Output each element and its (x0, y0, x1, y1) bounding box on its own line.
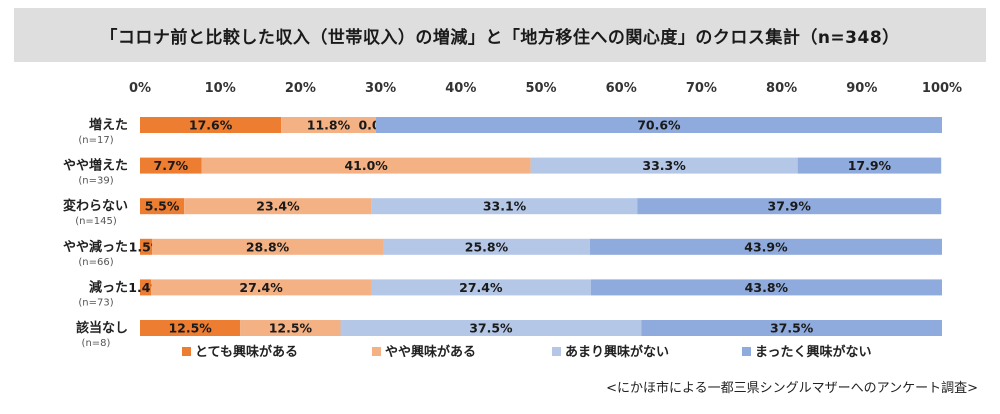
bar-segment (201, 157, 531, 174)
data-label: 27.4% (459, 280, 503, 295)
data-label: 33.3% (642, 158, 686, 173)
x-tick-label: 10% (205, 81, 236, 96)
x-tick-label: 100% (922, 81, 962, 96)
data-label: 43.8% (745, 280, 789, 295)
bar-segment (589, 238, 942, 255)
bar-segment (370, 279, 591, 296)
category-n-label: (n=8) (82, 338, 111, 349)
bar-segment (240, 320, 341, 336)
category-label: やや増えた (63, 158, 128, 174)
bar-segment (140, 320, 241, 336)
category-label: 変わらない (63, 198, 128, 214)
category-n-label: (n=73) (78, 297, 113, 308)
legend-label: まったく興味がない (755, 344, 871, 360)
bar-segment (140, 279, 152, 296)
legend-label: あまり興味がない (565, 344, 669, 360)
category-label: 増えた (89, 117, 128, 133)
x-tick-label: 60% (606, 81, 637, 96)
data-label: 17.9% (848, 158, 892, 173)
category-label: やや減った (63, 239, 128, 255)
x-tick-label: 30% (365, 81, 396, 96)
chart-title: 「コロナ前と比較した収入（世帯収入）の増減」と「地方移住への関心度」のクロス集計… (100, 27, 900, 48)
data-label: 25.8% (465, 239, 509, 254)
source-note: <にかほ市による一都三県シングルマザーへのアンケート調査> (606, 381, 978, 396)
bar-segment (637, 198, 942, 215)
data-label: 27.4% (239, 280, 283, 295)
x-tick-label: 20% (285, 81, 316, 96)
bar-segment (281, 117, 376, 133)
legend-label: とても興味がある (195, 344, 298, 360)
data-label: 37.5% (770, 321, 814, 336)
data-label: 11.8% (307, 118, 351, 133)
bar-segment (641, 320, 942, 336)
data-label: 70.6% (637, 118, 681, 133)
legend-swatch (182, 347, 191, 356)
bar-segment (184, 198, 372, 215)
category-label: 該当なし (76, 320, 128, 336)
data-label: 23.4% (256, 199, 300, 214)
legend-swatch (372, 347, 381, 356)
data-label: 17.6% (189, 118, 233, 133)
x-tick-label: 70% (686, 81, 717, 96)
bar-segment (530, 157, 798, 174)
data-label: 33.1% (483, 199, 527, 214)
bar-segment (375, 117, 943, 133)
legend-swatch (742, 347, 751, 356)
data-label: 37.5% (469, 321, 513, 336)
legend-label: やや興味がある (385, 344, 476, 360)
bar-segment (140, 157, 202, 174)
data-label: 41.0% (344, 158, 388, 173)
data-label: 28.8% (246, 239, 290, 254)
data-label: 43.9% (744, 239, 788, 254)
bar-segment (590, 279, 942, 296)
x-tick-label: 80% (766, 81, 797, 96)
bar-segment (152, 238, 384, 255)
legend-swatch (552, 347, 561, 356)
data-label: 37.9% (768, 199, 812, 214)
bar-segment (797, 157, 942, 174)
bar-segment (140, 198, 185, 215)
bar-segment (383, 238, 590, 255)
x-tick-label: 40% (445, 81, 476, 96)
category-n-label: (n=39) (78, 176, 113, 187)
bar-segment (140, 117, 282, 133)
bar-segment (151, 279, 371, 296)
chart-title-bar: 「コロナ前と比較した収入（世帯収入）の増減」と「地方移住への関心度」のクロス集計… (14, 8, 986, 62)
category-n-label: (n=145) (75, 216, 117, 227)
data-label: 5.5% (145, 199, 180, 214)
category-n-label: (n=17) (78, 135, 113, 146)
data-label: 12.5% (168, 321, 212, 336)
category-n-label: (n=66) (78, 257, 113, 268)
category-label: 減った (89, 279, 128, 295)
data-label: 7.7% (154, 158, 189, 173)
bar-segment (340, 320, 642, 336)
x-tick-label: 90% (846, 81, 877, 96)
bar-segment (140, 238, 153, 255)
x-tick-label: 50% (525, 81, 556, 96)
data-label: 12.5% (269, 321, 313, 336)
x-tick-label: 0% (129, 81, 151, 96)
bar-segment (371, 198, 638, 215)
